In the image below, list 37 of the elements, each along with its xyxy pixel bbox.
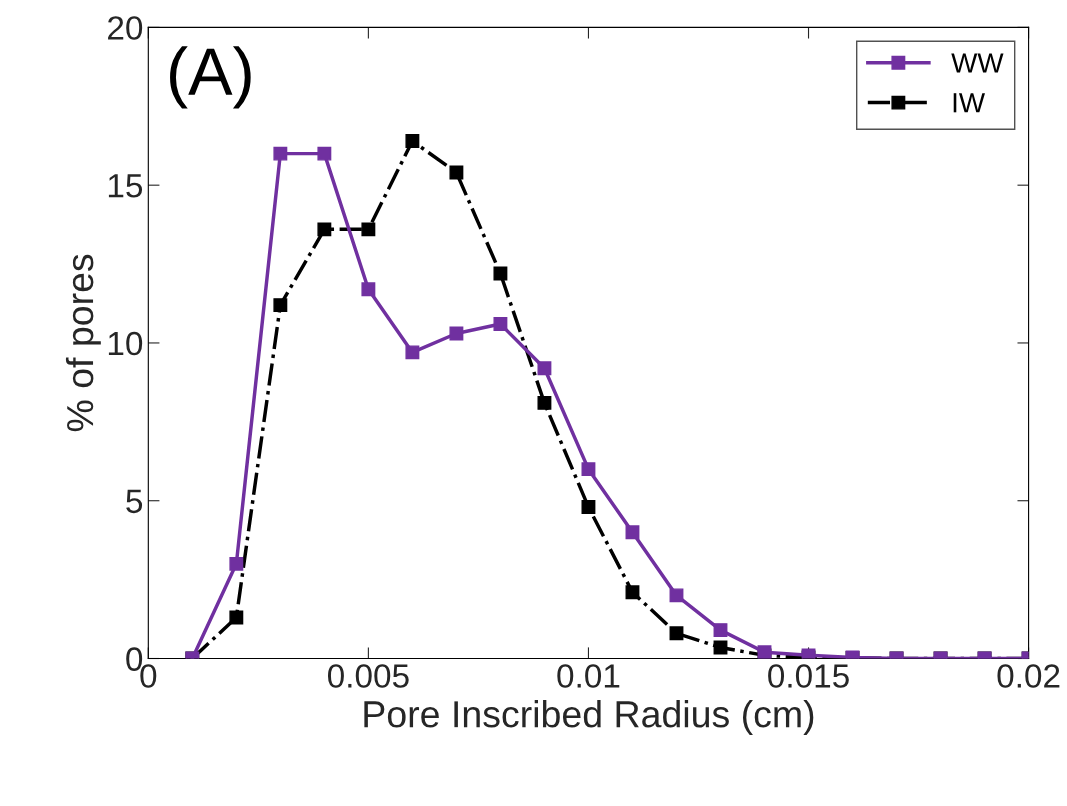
x-tick-label: 0.01 <box>557 664 620 688</box>
point <box>669 588 684 603</box>
y-tick-label: 10 <box>108 331 143 356</box>
y-tick-label: 5 <box>126 489 143 514</box>
y-tick-label: 0 <box>126 647 143 671</box>
x-tick-label: 0.015 <box>768 664 849 688</box>
legend-label: IW <box>953 93 985 113</box>
point <box>361 282 376 297</box>
point <box>405 134 420 148</box>
x-axis-title: Pore Inscribed Radius (cm) <box>364 699 814 735</box>
point <box>581 462 596 477</box>
point <box>625 585 640 600</box>
point <box>449 326 464 341</box>
point <box>625 525 640 540</box>
y-tick-label: 15 <box>108 174 143 198</box>
point <box>449 165 464 180</box>
point <box>361 222 376 237</box>
point <box>405 345 420 360</box>
x-tick-label: 0.02 <box>997 664 1060 688</box>
point <box>317 146 332 161</box>
point <box>581 500 596 514</box>
legend-label: WW <box>951 53 1004 73</box>
point <box>669 626 684 641</box>
point <box>229 556 244 571</box>
point <box>713 623 728 638</box>
point <box>537 395 552 410</box>
annotation: (A) <box>170 46 251 109</box>
y-axis-title: % of pores <box>65 254 101 432</box>
point <box>229 610 244 625</box>
point <box>317 222 332 237</box>
point <box>273 298 288 313</box>
point <box>537 361 552 376</box>
point <box>493 317 508 331</box>
point <box>273 146 288 161</box>
point <box>493 266 508 281</box>
x-tick-label: 0.005 <box>327 664 409 688</box>
y-tick-label: 20 <box>108 16 143 40</box>
